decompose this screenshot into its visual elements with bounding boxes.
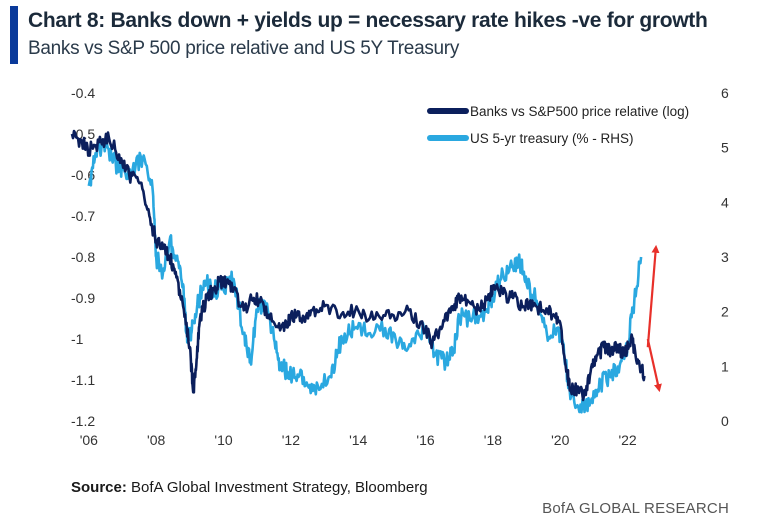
right-tick-label: 0 (721, 413, 729, 429)
right-tick-label: 1 (721, 358, 729, 374)
left-tick-label: -0.9 (71, 290, 95, 306)
x-tick-label: '18 (484, 432, 502, 448)
right-tick-label: 5 (721, 140, 729, 156)
x-tick-label: '20 (551, 432, 569, 448)
left-tick-label: -1 (71, 331, 84, 347)
source-note: Source: BofA Global Investment Strategy,… (71, 479, 428, 496)
x-tick-label: '14 (349, 432, 367, 448)
x-tick-label: '06 (80, 432, 98, 448)
right-tick-label: 3 (721, 249, 729, 265)
source-text: BofA Global Investment Strategy, Bloombe… (131, 479, 428, 496)
annotation-arrows (646, 244, 662, 393)
left-axis: -0.4-0.5-0.6-0.7-0.8-0.9-1-1.1-1.2 (71, 85, 95, 429)
legend: Banks vs S&P500 price relative (log) US 5… (427, 104, 689, 146)
left-tick-label: -0.4 (71, 85, 95, 101)
x-tick-label: '10 (214, 432, 232, 448)
legend-label-banks: Banks vs S&P500 price relative (log) (470, 104, 689, 119)
arrow-down (646, 338, 662, 393)
chart-title: Chart 8: Banks down + yields up = necess… (28, 9, 708, 32)
left-tick-label: -0.8 (71, 249, 95, 265)
right-tick-label: 6 (721, 85, 729, 101)
right-tick-label: 2 (721, 304, 729, 320)
arrow-up (646, 244, 660, 348)
left-tick-label: -0.7 (71, 208, 95, 224)
title-accent-bar (10, 6, 18, 64)
left-tick-label: -1.1 (71, 372, 95, 388)
series-line-banks (70, 129, 646, 402)
right-tick-label: 4 (721, 194, 729, 210)
series-line-treasury (87, 138, 643, 414)
x-tick-label: '08 (147, 432, 165, 448)
x-axis: '06 '08 '10 '12 '14 '16 '18 '20 '22 (80, 432, 637, 448)
x-tick-label: '12 (282, 432, 300, 448)
source-label: Source: (71, 479, 127, 496)
footer-brand: BofA GLOBAL RESEARCH (542, 500, 729, 517)
right-axis: 0 1 2 3 4 5 6 (721, 85, 729, 429)
legend-label-treasury: US 5-yr treasury (% - RHS) (470, 131, 634, 146)
x-tick-label: '22 (618, 432, 636, 448)
chart-subtitle: Banks vs S&P 500 price relative and US 5… (28, 38, 460, 59)
chart-area: -0.4-0.5-0.6-0.7-0.8-0.9-1-1.1-1.2 01234… (70, 85, 729, 448)
series-layer (70, 129, 646, 414)
x-tick-label: '16 (416, 432, 434, 448)
left-tick-label: -1.2 (71, 413, 95, 429)
